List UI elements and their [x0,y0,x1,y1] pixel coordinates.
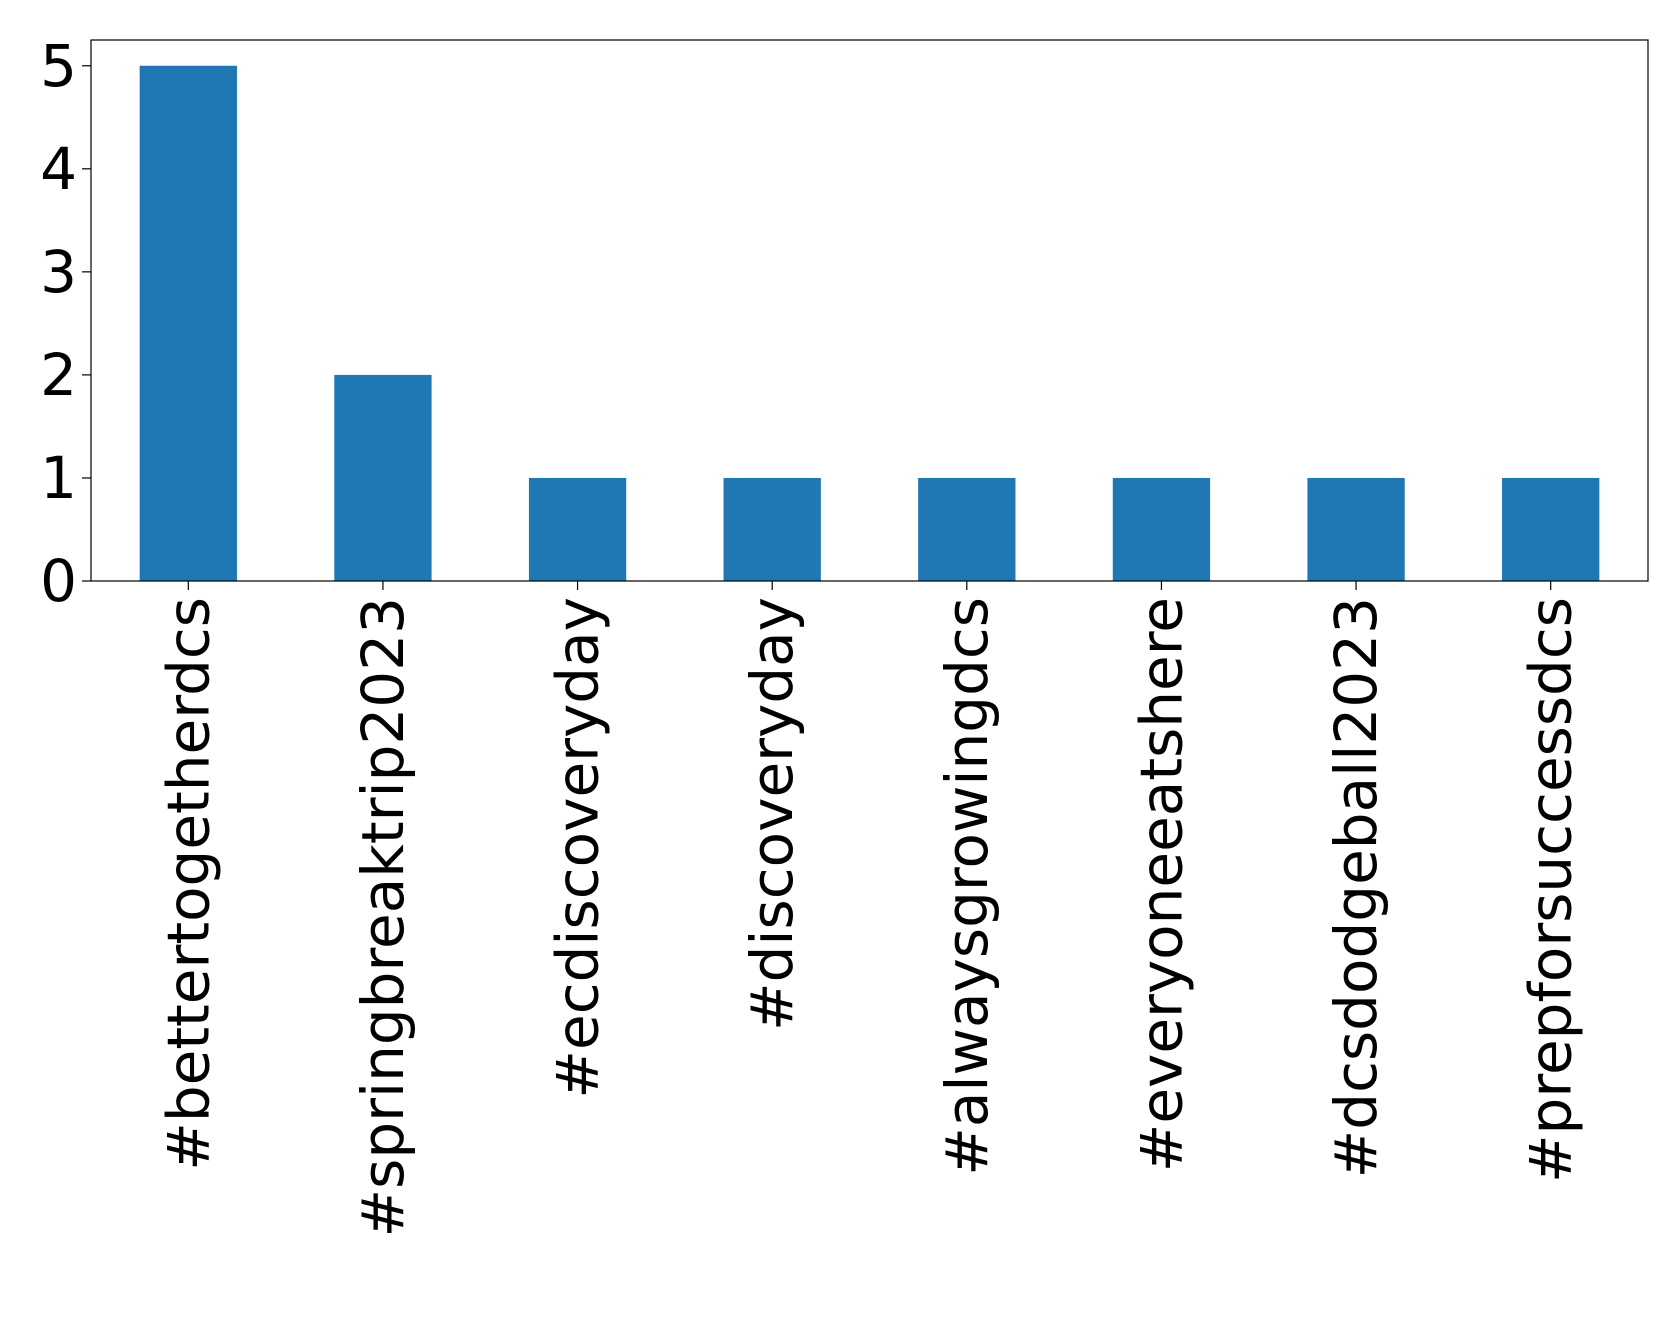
x-tick-label: #everyoneeatshere [1127,597,1195,1172]
y-tick-label: 0 [40,547,77,615]
y-tick-label: 2 [40,341,77,409]
x-tick-label: #alwaysgrowingdcs [933,597,1001,1176]
x-tick-label: #bettertogetherdcs [154,597,222,1171]
x-tick-label: #springbreaktrip2023 [349,597,417,1238]
y-tick-label: 4 [40,135,77,203]
bar [918,477,1016,581]
x-tick-label: #prepforsuccessdcs [1517,597,1585,1183]
x-tick-label: #ecdiscoveryday [544,597,612,1099]
bar [1502,477,1600,581]
bar [334,374,432,581]
bar [139,65,237,581]
y-tick-label: 1 [40,444,77,512]
bar [528,477,627,581]
y-tick-label: 5 [40,32,77,100]
plot-frame [90,39,1649,582]
bar [1112,477,1211,581]
y-tick-label: 3 [40,238,77,306]
x-tick-label: #dcsdodgeball2023 [1322,597,1390,1178]
x-tick-label: #discoveryday [738,597,806,1031]
bar [723,477,821,581]
bar [1307,477,1405,581]
